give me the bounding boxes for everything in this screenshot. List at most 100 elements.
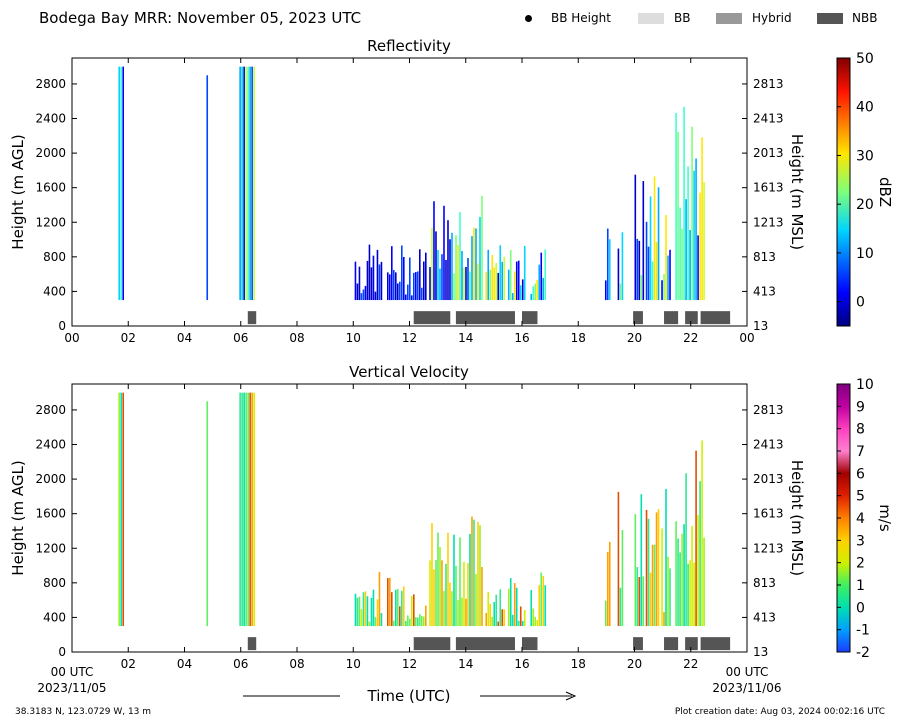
echo-column [455, 565, 457, 627]
echo-column [669, 568, 671, 627]
echo-column [366, 596, 369, 627]
echo-column [469, 271, 471, 301]
echo-column [621, 232, 624, 301]
echo-column [439, 546, 441, 627]
y-tick-label-right: 1613 [753, 181, 784, 195]
echo-column [645, 509, 648, 627]
echo-column [471, 236, 473, 301]
colorbar-tick-label: 50 [856, 51, 874, 67]
echo-column [473, 227, 475, 301]
echo-column [493, 602, 496, 627]
vertical-velocity-colorbar-label: m/s [876, 504, 894, 532]
nbb-marker [413, 637, 451, 651]
y-tick-label: 1200 [35, 541, 66, 555]
colorbar-tick-label: 7 [856, 444, 865, 460]
echo-column [407, 284, 409, 301]
y-tick-label-right: 13 [753, 319, 768, 333]
echo-column [421, 615, 423, 627]
echo-column [419, 249, 421, 301]
echo-column [395, 589, 397, 627]
x-tick-label: 12 [402, 331, 417, 345]
x-tick-label: 12 [402, 657, 417, 671]
echo-column [374, 617, 377, 627]
echo-column [634, 514, 637, 627]
echo-column [419, 614, 421, 627]
echo-column [393, 620, 395, 627]
y-tick-label-right: 2013 [753, 472, 784, 486]
reflectivity-panel: Reflectivity 00 02 04 06 08 10 12 14 16 18 20 22 000… [9, 37, 894, 345]
echo-column [368, 244, 371, 301]
echo-column [503, 609, 506, 627]
y-tick-label: 400 [43, 284, 66, 298]
echo-column [387, 272, 389, 301]
x-tick-label: 04 [177, 657, 192, 671]
echo-column [663, 611, 665, 627]
echo-column [540, 252, 543, 301]
echo-column [675, 112, 677, 301]
y-tick-label-right: 2813 [753, 403, 784, 417]
echo-column [481, 566, 483, 627]
colorbar-tick-label: 6 [856, 466, 865, 482]
echo-column [362, 592, 365, 627]
y-tick-label: 2800 [35, 77, 66, 91]
echo-column [606, 551, 609, 627]
echo-column [687, 563, 689, 627]
echo-column [362, 289, 365, 301]
echo-column [657, 187, 660, 301]
vertical-velocity-nbb-markers [247, 637, 731, 651]
legend-label-nbb: NBB [852, 11, 878, 25]
echo-column [463, 561, 465, 627]
echo-column [530, 293, 533, 301]
y-tick-label: 800 [43, 576, 66, 590]
vertical-velocity-title: Vertical Velocity [349, 363, 469, 381]
echo-column [405, 621, 407, 627]
legend-swatch-bb [638, 13, 664, 24]
echo-column [617, 248, 620, 301]
reflectivity-ylabel: Height (m AGL) [9, 134, 27, 249]
echo-column [243, 66, 245, 301]
echo-column [479, 525, 481, 627]
echo-column [457, 244, 459, 301]
echo-column [675, 521, 677, 627]
x-tick-label: 06 [233, 657, 248, 671]
echo-column [463, 267, 465, 301]
echo-column [399, 281, 401, 301]
echo-column [120, 66, 123, 301]
echo-column [431, 523, 433, 627]
echo-column [647, 518, 650, 627]
nbb-marker [247, 637, 257, 651]
x-tick-label: 10 [346, 331, 361, 345]
echo-column [401, 245, 403, 301]
echo-column [608, 239, 611, 301]
echo-column [370, 267, 373, 301]
echo-column [703, 182, 705, 301]
echo-column [354, 593, 357, 627]
echo-column [487, 249, 490, 301]
echo-column [409, 618, 411, 627]
echo-column [378, 571, 381, 627]
y-tick-label-right: 1213 [753, 541, 784, 555]
echo-column [679, 552, 681, 627]
colorbar-tick-label: 0 [856, 600, 865, 616]
nbb-marker [685, 311, 698, 325]
reflectivity-echoes [118, 66, 705, 301]
echo-column [449, 582, 451, 627]
colorbar-tick-label: 8 [856, 422, 865, 438]
echo-column [617, 491, 620, 627]
echo-column [661, 528, 663, 627]
echo-column [417, 617, 419, 627]
y-tick-label-right: 813 [753, 250, 776, 264]
echo-column [536, 620, 539, 627]
page-title: Bodega Bay MRR: November 05, 2023 UTC [39, 9, 362, 27]
echo-column [360, 293, 363, 301]
echo-column [699, 192, 701, 301]
echo-column [479, 216, 481, 301]
x-tick-label: 14 [458, 657, 473, 671]
echo-column [542, 277, 545, 301]
nbb-marker [522, 637, 538, 651]
echo-column [634, 174, 637, 301]
colorbar-tick-label: -2 [856, 645, 870, 661]
nbb-marker [700, 637, 731, 651]
echo-column [401, 590, 403, 627]
